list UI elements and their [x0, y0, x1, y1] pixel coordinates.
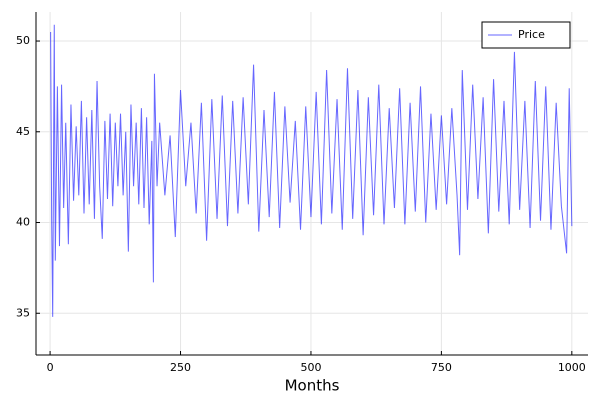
line	[50, 24, 573, 317]
x-axis-label: Months	[285, 377, 340, 395]
x-tick-label: 750	[431, 361, 452, 374]
x-tick-label: 250	[170, 361, 191, 374]
y-tick-label: 45	[16, 125, 30, 138]
x-tick-label: 0	[47, 361, 54, 374]
x-tick-label: 500	[300, 361, 321, 374]
y-tick-label: 50	[16, 34, 30, 47]
x-tick-label: 1000	[558, 361, 586, 374]
y-tick-label: 40	[16, 216, 30, 229]
y-tick-label: 35	[16, 306, 30, 319]
legend-label: Price	[518, 28, 545, 41]
